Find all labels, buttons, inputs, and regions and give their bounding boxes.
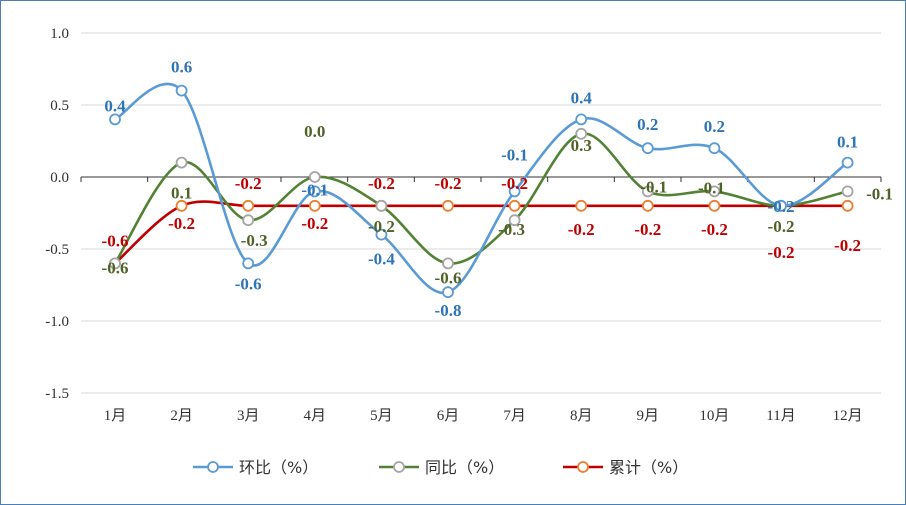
data-label: -0.1 xyxy=(698,178,725,197)
data-label: -0.2 xyxy=(834,236,861,255)
data-label: -0.3 xyxy=(498,220,525,239)
x-tick-label: 7月 xyxy=(503,408,526,424)
data-label: -0.2 xyxy=(301,214,328,233)
data-point xyxy=(375,199,388,212)
data-point xyxy=(575,199,588,212)
data-point xyxy=(508,185,521,198)
data-label: -0.3 xyxy=(241,231,268,250)
y-tick-label: -0.5 xyxy=(45,242,69,258)
data-label: -0.1 xyxy=(640,177,667,196)
data-point xyxy=(641,185,654,198)
data-point xyxy=(708,199,721,212)
data-label: -0.1 xyxy=(866,184,893,203)
y-tick-label: 0.0 xyxy=(50,170,69,186)
data-label: -0.2 xyxy=(568,220,595,239)
y-tick-label: 0.5 xyxy=(50,98,69,114)
data-point xyxy=(308,199,321,212)
data-point xyxy=(575,113,588,126)
data-label: -0.2 xyxy=(768,197,795,216)
data-label: 0.6 xyxy=(171,58,192,77)
data-point xyxy=(708,142,721,155)
data-label: 0.2 xyxy=(637,115,658,134)
x-tick-label: 6月 xyxy=(437,408,460,424)
data-point xyxy=(175,156,188,169)
data-label: -0.8 xyxy=(435,301,462,320)
y-tick-label: 1.0 xyxy=(50,26,69,42)
data-point xyxy=(641,199,654,212)
data-label: 0.1 xyxy=(171,184,192,203)
data-point xyxy=(841,185,854,198)
data-label: -0.2 xyxy=(768,243,795,262)
x-tick-label: 10月 xyxy=(699,408,729,424)
data-point xyxy=(442,199,454,212)
data-point xyxy=(109,113,121,126)
data-label: 0.2 xyxy=(704,117,725,136)
data-point xyxy=(641,142,654,155)
data-label: -0.2 xyxy=(368,174,395,193)
x-tick-label: 3月 xyxy=(237,408,260,424)
legend-item-2[interactable]: 累计（%） xyxy=(563,458,688,477)
series-line-1 xyxy=(113,132,848,265)
x-tick-label: 8月 xyxy=(570,408,593,424)
data-point xyxy=(308,185,321,198)
data-point xyxy=(775,199,787,212)
y-tick-label: -1.5 xyxy=(45,386,69,402)
data-label: -0.2 xyxy=(501,174,528,193)
data-label: 0.4 xyxy=(571,88,593,107)
x-tick-label: 11月 xyxy=(766,408,795,424)
x-tick-label: 2月 xyxy=(170,408,193,424)
data-label: 0.1 xyxy=(837,133,858,152)
legend-label: 同比（%） xyxy=(425,458,504,477)
legend-item-1[interactable]: 同比（%） xyxy=(379,458,504,477)
legend-label: 累计（%） xyxy=(609,458,688,477)
data-point xyxy=(242,214,255,227)
legend-marker xyxy=(207,461,219,473)
data-label: -0.6 xyxy=(102,231,129,250)
data-point xyxy=(242,199,255,212)
data-point xyxy=(308,171,321,183)
data-label: -0.2 xyxy=(435,174,462,193)
x-tick-label: 4月 xyxy=(304,408,327,424)
data-point xyxy=(242,257,255,270)
legend-marker xyxy=(577,461,589,473)
data-point xyxy=(109,257,121,270)
data-label: -0.6 xyxy=(102,258,129,277)
y-tick-label: -1.0 xyxy=(45,314,69,330)
data-label: -0.2 xyxy=(235,174,262,193)
data-label: -0.2 xyxy=(701,220,728,239)
series-line-0 xyxy=(114,82,849,295)
x-tick-label: 12月 xyxy=(833,408,863,424)
x-tick-label: 1月 xyxy=(104,408,127,424)
data-point xyxy=(442,286,454,299)
data-point xyxy=(375,228,388,241)
data-label: -0.6 xyxy=(435,268,462,287)
data-point xyxy=(575,127,588,140)
data-point xyxy=(508,199,521,212)
legend-item-0[interactable]: 环比（%） xyxy=(193,458,318,477)
data-label: -0.2 xyxy=(768,217,795,236)
x-tick-label: 5月 xyxy=(370,408,393,424)
data-label: 0.4 xyxy=(104,96,126,115)
x-tick-label: 9月 xyxy=(637,408,660,424)
data-point xyxy=(442,257,454,270)
data-label: 0.3 xyxy=(571,136,592,155)
data-point xyxy=(508,214,521,227)
legend-marker xyxy=(393,461,405,473)
data-label: -0.2 xyxy=(168,214,195,233)
data-point xyxy=(841,156,854,169)
data-point xyxy=(841,199,854,212)
data-label: 0.0 xyxy=(304,122,325,141)
data-point xyxy=(175,199,188,212)
data-label: -0.4 xyxy=(368,250,395,269)
data-label: -0.1 xyxy=(501,145,528,164)
legend-label: 环比（%） xyxy=(239,458,318,477)
data-label: -0.6 xyxy=(235,274,262,293)
data-label: -0.2 xyxy=(368,217,395,236)
data-label: -0.1 xyxy=(301,180,328,199)
data-label: -0.2 xyxy=(634,220,661,239)
data-point xyxy=(708,185,721,198)
data-point xyxy=(175,84,188,97)
